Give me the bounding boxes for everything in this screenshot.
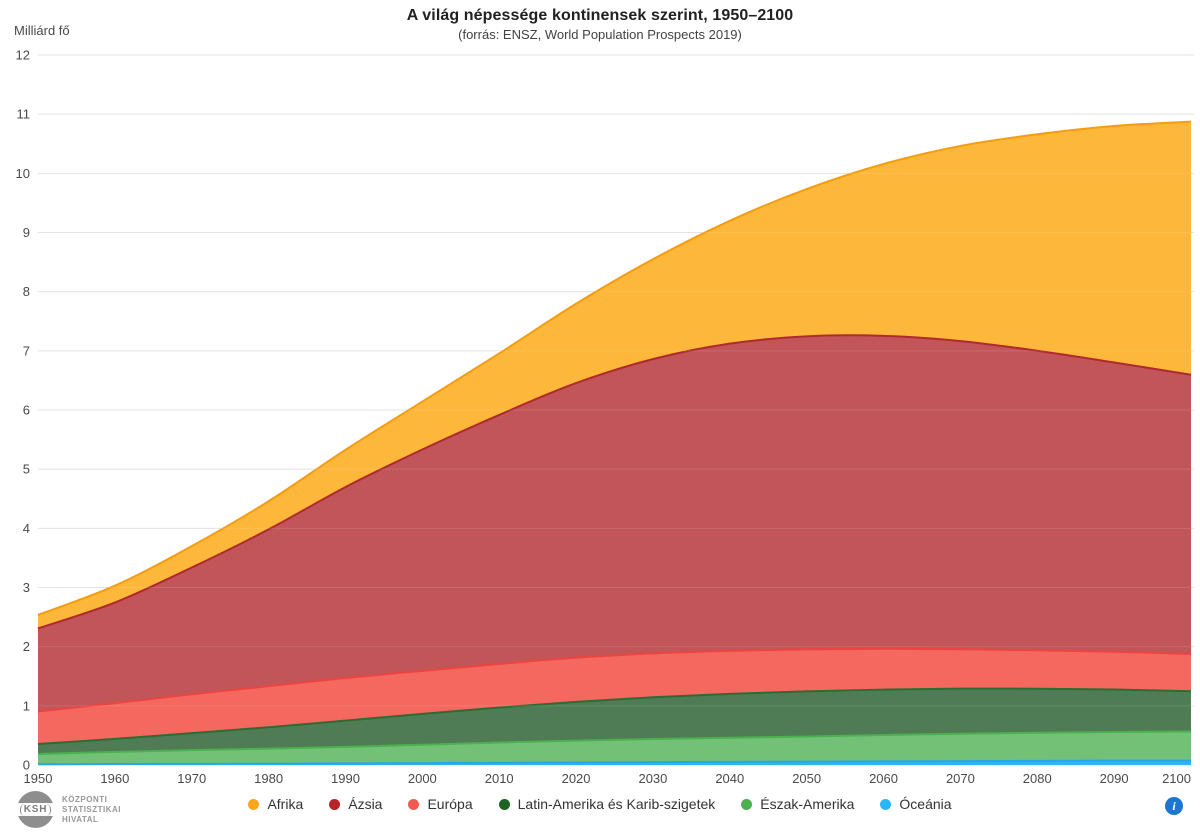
x-tick-label: 2060: [869, 771, 898, 786]
legend-item-azsia[interactable]: Ázsia: [329, 796, 382, 812]
x-tick-label: 2020: [562, 771, 591, 786]
legend-item-label: Észak-Amerika: [760, 796, 855, 812]
ksh-logo-text: KÖZPONTI STATISZTIKAI HIVATAL: [62, 795, 121, 825]
y-tick-label: 10: [16, 166, 30, 181]
x-tick-label: 1970: [177, 771, 206, 786]
legend: Afrika Ázsia Európa Latin-Amerika és Karib-…: [0, 796, 1200, 812]
x-tick-label: 1950: [24, 771, 53, 786]
line-eszak-amerika: [37, 730, 1192, 755]
legend-dot-afrika: [248, 798, 260, 810]
info-icon: i: [1172, 798, 1176, 813]
y-tick-label: 2: [23, 639, 30, 654]
legend-item-label: Ázsia: [348, 796, 383, 812]
legend-dot-azsia: [329, 798, 341, 810]
legend-item-europa[interactable]: Európa: [408, 796, 473, 812]
y-tick-label: 7: [23, 343, 30, 358]
y-tick-label: 6: [23, 403, 30, 418]
chart-subtitle: (forrás: ENSZ, World Population Prospect…: [458, 27, 742, 42]
legend-item-latin-amerika[interactable]: Latin-Amerika és Karib-szigetek: [498, 796, 716, 812]
ksh-logo-band: KSH: [15, 803, 56, 816]
y-axis-title: Milliárd fő: [14, 23, 70, 38]
y-tick-label: 4: [23, 521, 30, 536]
legend-item-label: Óceánia: [899, 796, 952, 812]
line-latin-amerika: [37, 687, 1192, 745]
y-tick-label: 11: [17, 107, 31, 122]
info-button[interactable]: i: [1165, 797, 1183, 815]
x-tick-label: 2050: [792, 771, 821, 786]
legend-item-label: Latin-Amerika és Karib-szigetek: [517, 796, 716, 812]
legend-item-label: Európa: [427, 796, 473, 812]
chart-title: A világ népessége kontinensek szerint, 1…: [406, 7, 794, 24]
legend-dot-oceania: [880, 798, 892, 810]
y-tick-label: 1: [23, 698, 30, 713]
legend-dot-latin-amerika: [498, 798, 510, 810]
legend-item-oceania[interactable]: Óceánia: [880, 796, 952, 812]
ksh-logo-line: STATISZTIKAI: [62, 804, 122, 814]
line-azsia: [37, 334, 1192, 630]
line-oceania: [37, 759, 1192, 766]
x-tick-label: 2030: [638, 771, 667, 786]
line-afrika: [37, 120, 1192, 616]
legend-dot-europa: [408, 798, 420, 810]
ksh-logo-line: HIVATAL: [62, 814, 99, 824]
legend-dot-eszak-amerika: [741, 798, 753, 810]
x-tick-label: 2070: [946, 771, 975, 786]
x-tick-label: 1990: [331, 771, 360, 786]
y-tick-label: 5: [23, 462, 30, 477]
ksh-logo[interactable]: KSH KÖZPONTI STATISZTIKAI HIVATAL: [15, 791, 121, 828]
legend-item-eszak-amerika[interactable]: Észak-Amerika: [741, 796, 854, 812]
ksh-logo-abbr: KSH: [19, 803, 52, 816]
y-tick-label: 3: [23, 580, 30, 595]
x-tick-label: 1980: [254, 771, 283, 786]
x-tick-label: 1960: [100, 771, 129, 786]
x-tick-label: 2000: [408, 771, 437, 786]
legend-item-afrika[interactable]: Afrika: [248, 796, 303, 812]
y-tick-label: 8: [23, 284, 30, 299]
y-tick-label: 9: [23, 225, 30, 240]
x-tick-label: 2100: [1162, 771, 1191, 786]
x-tick-label: 2080: [1023, 771, 1052, 786]
area-eszak-amerika[interactable]: [38, 731, 1191, 765]
line-europa: [37, 647, 1192, 713]
y-tick-label: 12: [16, 48, 30, 63]
x-tick-label: 2010: [485, 771, 514, 786]
y-tick-label: 0: [23, 758, 30, 773]
ksh-logo-circle-icon: KSH: [15, 791, 56, 828]
x-tick-label: 2090: [1100, 771, 1129, 786]
ksh-logo-line: KÖZPONTI: [62, 794, 108, 804]
legend-item-label: Afrika: [267, 796, 304, 812]
x-tick-label: 2040: [715, 771, 744, 786]
